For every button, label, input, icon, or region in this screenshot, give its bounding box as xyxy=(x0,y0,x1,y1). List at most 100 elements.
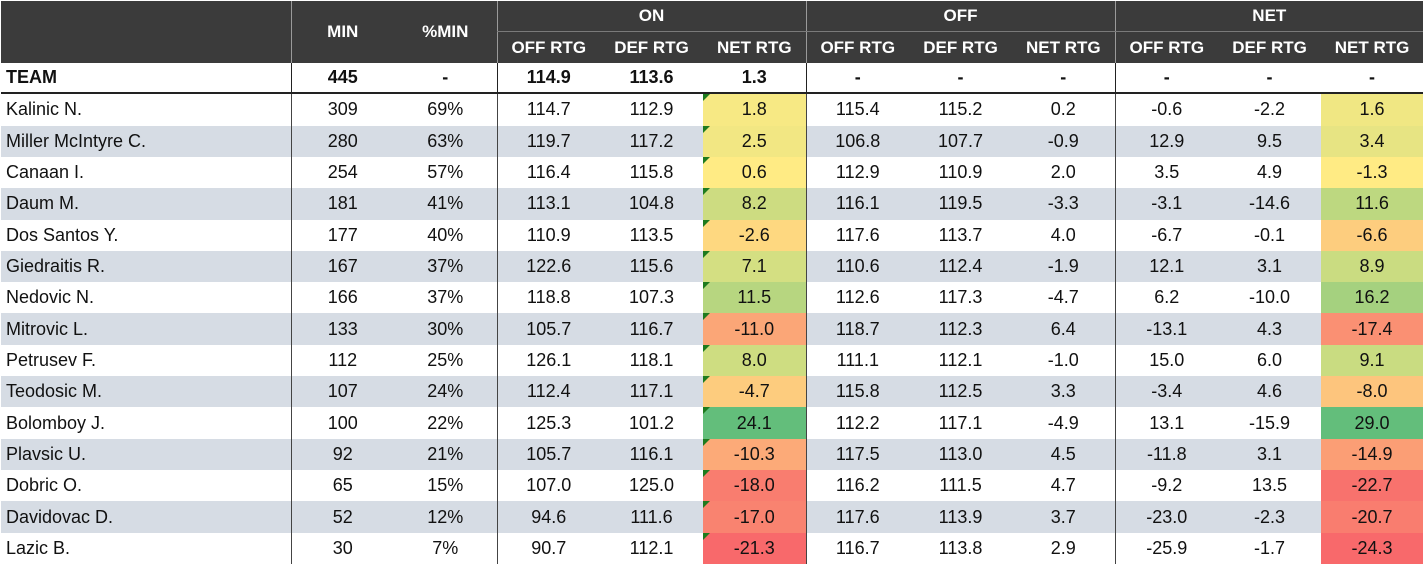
player-on-off-rtg: 112.4 xyxy=(496,376,600,408)
player-off-net-rtg: -1.0 xyxy=(1012,344,1116,377)
player-net-def-rtg: -2.3 xyxy=(1218,501,1322,533)
player-off-def-rtg: 112.5 xyxy=(909,376,1013,408)
player-off-net-rtg: 4.7 xyxy=(1012,470,1116,502)
player-off-net-rtg: 0.2 xyxy=(1012,93,1116,126)
player-off-net-rtg: 4.0 xyxy=(1012,219,1116,251)
player-off-def-rtg: 112.4 xyxy=(909,250,1013,283)
player-name: Teodosic M. xyxy=(1,376,291,408)
player-off-net-rtg: 3.3 xyxy=(1012,376,1116,408)
team-net-off-rtg: - xyxy=(1114,63,1219,95)
player-on-off-rtg: 125.3 xyxy=(496,407,600,439)
comment-indicator-icon xyxy=(703,376,710,384)
player-pct-min: 57% xyxy=(394,156,497,189)
player-net-net-rtg: -22.7 xyxy=(1321,470,1424,502)
player-on-def-rtg: 113.5 xyxy=(600,219,703,251)
on-def-rtg-header: DEF RTG xyxy=(600,31,703,63)
player-off-off-rtg: 112.6 xyxy=(805,282,910,314)
player-off-def-rtg: 113.8 xyxy=(909,532,1013,564)
player-off-off-rtg: 111.1 xyxy=(805,344,910,377)
min-header: MIN xyxy=(290,1,394,63)
player-net-def-rtg: 4.9 xyxy=(1218,156,1322,189)
player-on-net-rtg-value: 24.1 xyxy=(736,412,772,433)
player-pct-min: 25% xyxy=(394,344,497,377)
player-min: 30 xyxy=(290,532,394,564)
player-net-off-rtg: 15.0 xyxy=(1114,344,1219,377)
comment-indicator-icon xyxy=(703,313,710,321)
player-off-off-rtg: 115.4 xyxy=(805,93,910,126)
player-row: Davidovac D. 52 12% 94.6 111.6 -17.0 117.6 113.… xyxy=(1,501,1424,533)
player-off-off-rtg: 112.2 xyxy=(805,407,910,439)
player-net-net-rtg-value: 29.0 xyxy=(1354,412,1390,433)
player-on-net-rtg-value: -10.3 xyxy=(733,443,775,464)
player-name: Dobric O. xyxy=(1,470,291,502)
player-net-net-rtg-value: -20.7 xyxy=(1351,506,1393,527)
off-net-rtg-header: NET RTG xyxy=(1012,31,1116,63)
player-on-net-rtg-value: 7.1 xyxy=(741,256,767,277)
player-net-def-rtg: -10.0 xyxy=(1218,282,1322,314)
comment-indicator-icon xyxy=(703,156,710,164)
player-off-net-rtg: 4.5 xyxy=(1012,438,1116,471)
player-off-off-rtg: 112.9 xyxy=(805,156,910,189)
player-net-net-rtg-value: -8.0 xyxy=(1356,381,1388,402)
comment-indicator-icon xyxy=(703,250,710,258)
player-column-header xyxy=(1,1,291,63)
team-on-off-rtg: 114.9 xyxy=(496,63,600,95)
player-off-def-rtg: 117.3 xyxy=(909,282,1013,314)
player-on-net-rtg: -11.0 xyxy=(703,313,807,345)
player-name: Petrusev F. xyxy=(1,344,291,377)
player-net-net-rtg: -14.9 xyxy=(1321,438,1424,471)
player-off-net-rtg: -1.9 xyxy=(1012,250,1116,283)
player-pct-min: 30% xyxy=(394,313,497,345)
player-min: 107 xyxy=(290,376,394,408)
player-net-net-rtg: 29.0 xyxy=(1321,407,1424,439)
player-off-def-rtg: 113.7 xyxy=(909,219,1013,251)
player-on-net-rtg-value: -4.7 xyxy=(738,381,770,402)
player-row: Dos Santos Y. 177 40% 110.9 113.5 -2.6 117.6 11… xyxy=(1,219,1424,251)
player-off-off-rtg: 110.6 xyxy=(805,250,910,283)
player-name: Mitrovic L. xyxy=(1,313,291,345)
player-off-def-rtg: 111.5 xyxy=(909,470,1013,502)
player-on-net-rtg-value: 8.2 xyxy=(741,193,767,214)
player-net-net-rtg-value: -17.4 xyxy=(1351,318,1393,339)
player-on-def-rtg: 116.7 xyxy=(600,313,703,345)
off-def-rtg-header: DEF RTG xyxy=(909,31,1013,63)
player-net-net-rtg: -20.7 xyxy=(1321,501,1424,533)
player-on-net-rtg: -10.3 xyxy=(703,438,807,471)
player-pct-min: 37% xyxy=(394,250,497,283)
player-net-def-rtg: 3.1 xyxy=(1218,250,1322,283)
player-net-net-rtg: -24.3 xyxy=(1321,532,1424,564)
player-min: 254 xyxy=(290,156,394,189)
player-off-def-rtg: 112.3 xyxy=(909,313,1013,345)
player-row: Petrusev F. 112 25% 126.1 118.1 8.0 111.1 112.1… xyxy=(1,344,1424,377)
player-off-off-rtg: 116.2 xyxy=(805,470,910,502)
comment-indicator-icon xyxy=(703,282,710,290)
player-net-net-rtg: 9.1 xyxy=(1321,344,1424,377)
player-net-net-rtg: 11.6 xyxy=(1321,188,1424,220)
player-row: Kalinic N. 309 69% 114.7 112.9 1.8 115.4 115.2 0… xyxy=(1,93,1424,126)
player-name: Kalinic N. xyxy=(1,93,291,126)
player-on-net-rtg: 24.1 xyxy=(703,407,807,439)
player-pct-min: 37% xyxy=(394,282,497,314)
player-on-off-rtg: 122.6 xyxy=(496,250,600,283)
player-net-net-rtg-value: -24.3 xyxy=(1351,537,1393,558)
player-on-off-rtg: 90.7 xyxy=(496,532,600,564)
player-off-def-rtg: 119.5 xyxy=(909,188,1013,220)
comment-indicator-icon xyxy=(703,125,710,133)
player-row: Mitrovic L. 133 30% 105.7 116.7 -11.0 118.7 112… xyxy=(1,313,1424,345)
player-off-off-rtg: 116.7 xyxy=(805,532,910,564)
player-net-def-rtg: -0.1 xyxy=(1218,219,1322,251)
comment-indicator-icon xyxy=(703,501,710,509)
player-net-def-rtg: 6.0 xyxy=(1218,344,1322,377)
player-pct-min: 15% xyxy=(394,470,497,502)
player-off-off-rtg: 117.5 xyxy=(805,438,910,471)
player-row: Dobric O. 65 15% 107.0 125.0 -18.0 116.2 111.5 4… xyxy=(1,470,1424,502)
player-net-off-rtg: 12.9 xyxy=(1114,125,1219,157)
player-off-def-rtg: 113.0 xyxy=(909,438,1013,471)
player-net-def-rtg: 9.5 xyxy=(1218,125,1322,157)
net-def-rtg-header: DEF RTG xyxy=(1218,31,1322,63)
player-pct-min: 22% xyxy=(394,407,497,439)
player-off-off-rtg: 115.8 xyxy=(805,376,910,408)
player-net-def-rtg: 4.6 xyxy=(1218,376,1322,408)
player-min: 52 xyxy=(290,501,394,533)
team-on-net-rtg: 1.3 xyxy=(703,63,807,95)
